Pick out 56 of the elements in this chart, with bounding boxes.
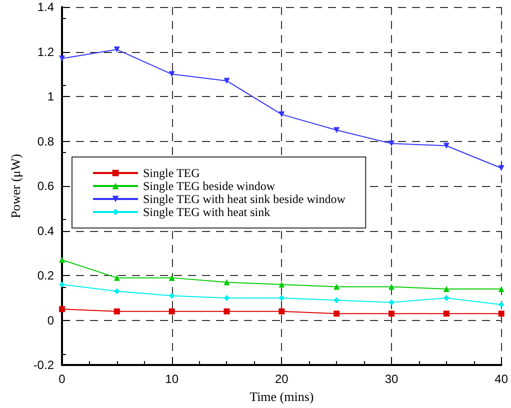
y-tick-label: 0.6 bbox=[37, 179, 54, 194]
y-tick-label: 0.2 bbox=[37, 268, 54, 283]
x-axis-title: Time (mins) bbox=[250, 389, 314, 404]
y-tick-label: -0.2 bbox=[33, 358, 54, 372]
point bbox=[168, 274, 175, 281]
point bbox=[443, 294, 450, 301]
y-tick-label: 1.4 bbox=[37, 0, 54, 14]
legend-label: Single TEG with heat sink bbox=[143, 205, 270, 219]
point bbox=[443, 286, 450, 292]
point bbox=[443, 310, 450, 317]
y-tick-label: 1.2 bbox=[37, 44, 54, 59]
x-tick-label: 10 bbox=[165, 372, 179, 386]
point bbox=[224, 78, 230, 84]
x-tick-label: 0 bbox=[58, 372, 66, 386]
x-tick-label: 20 bbox=[274, 372, 289, 386]
point bbox=[498, 302, 504, 308]
legend-label: Single TEG beside window bbox=[143, 179, 276, 193]
point bbox=[498, 310, 504, 317]
point bbox=[168, 292, 175, 299]
point bbox=[224, 294, 230, 301]
legend-label: Single TEG with heat sink beside window bbox=[143, 192, 346, 206]
point bbox=[388, 140, 394, 147]
point bbox=[334, 297, 340, 304]
point bbox=[168, 71, 175, 78]
y-axis-title: Power (μW) bbox=[8, 154, 23, 218]
point bbox=[334, 310, 340, 317]
y-tick-label: 0.4 bbox=[37, 224, 54, 238]
y-tick-label: 0 bbox=[47, 313, 54, 328]
point bbox=[278, 282, 285, 288]
point bbox=[59, 256, 65, 263]
point bbox=[388, 299, 394, 306]
point bbox=[114, 308, 120, 314]
x-tick-label: 30 bbox=[384, 372, 398, 386]
point bbox=[278, 308, 285, 314]
point bbox=[498, 286, 504, 292]
y-tick-label: 0.8 bbox=[37, 134, 54, 148]
y-tick-label: 1 bbox=[47, 90, 54, 104]
point bbox=[278, 111, 285, 118]
point bbox=[388, 284, 394, 290]
point bbox=[443, 142, 450, 149]
point bbox=[114, 46, 120, 53]
point bbox=[224, 308, 230, 314]
point bbox=[114, 288, 120, 294]
point bbox=[498, 165, 504, 172]
point bbox=[334, 284, 340, 290]
point bbox=[168, 308, 175, 314]
point bbox=[59, 55, 65, 62]
point bbox=[59, 282, 65, 288]
point bbox=[278, 294, 285, 301]
point bbox=[224, 279, 230, 286]
point bbox=[59, 306, 65, 312]
point bbox=[388, 310, 394, 317]
point bbox=[114, 274, 120, 281]
legend-label: Single TEG bbox=[143, 166, 200, 180]
x-tick-label: 40 bbox=[494, 372, 508, 386]
point bbox=[334, 127, 340, 134]
